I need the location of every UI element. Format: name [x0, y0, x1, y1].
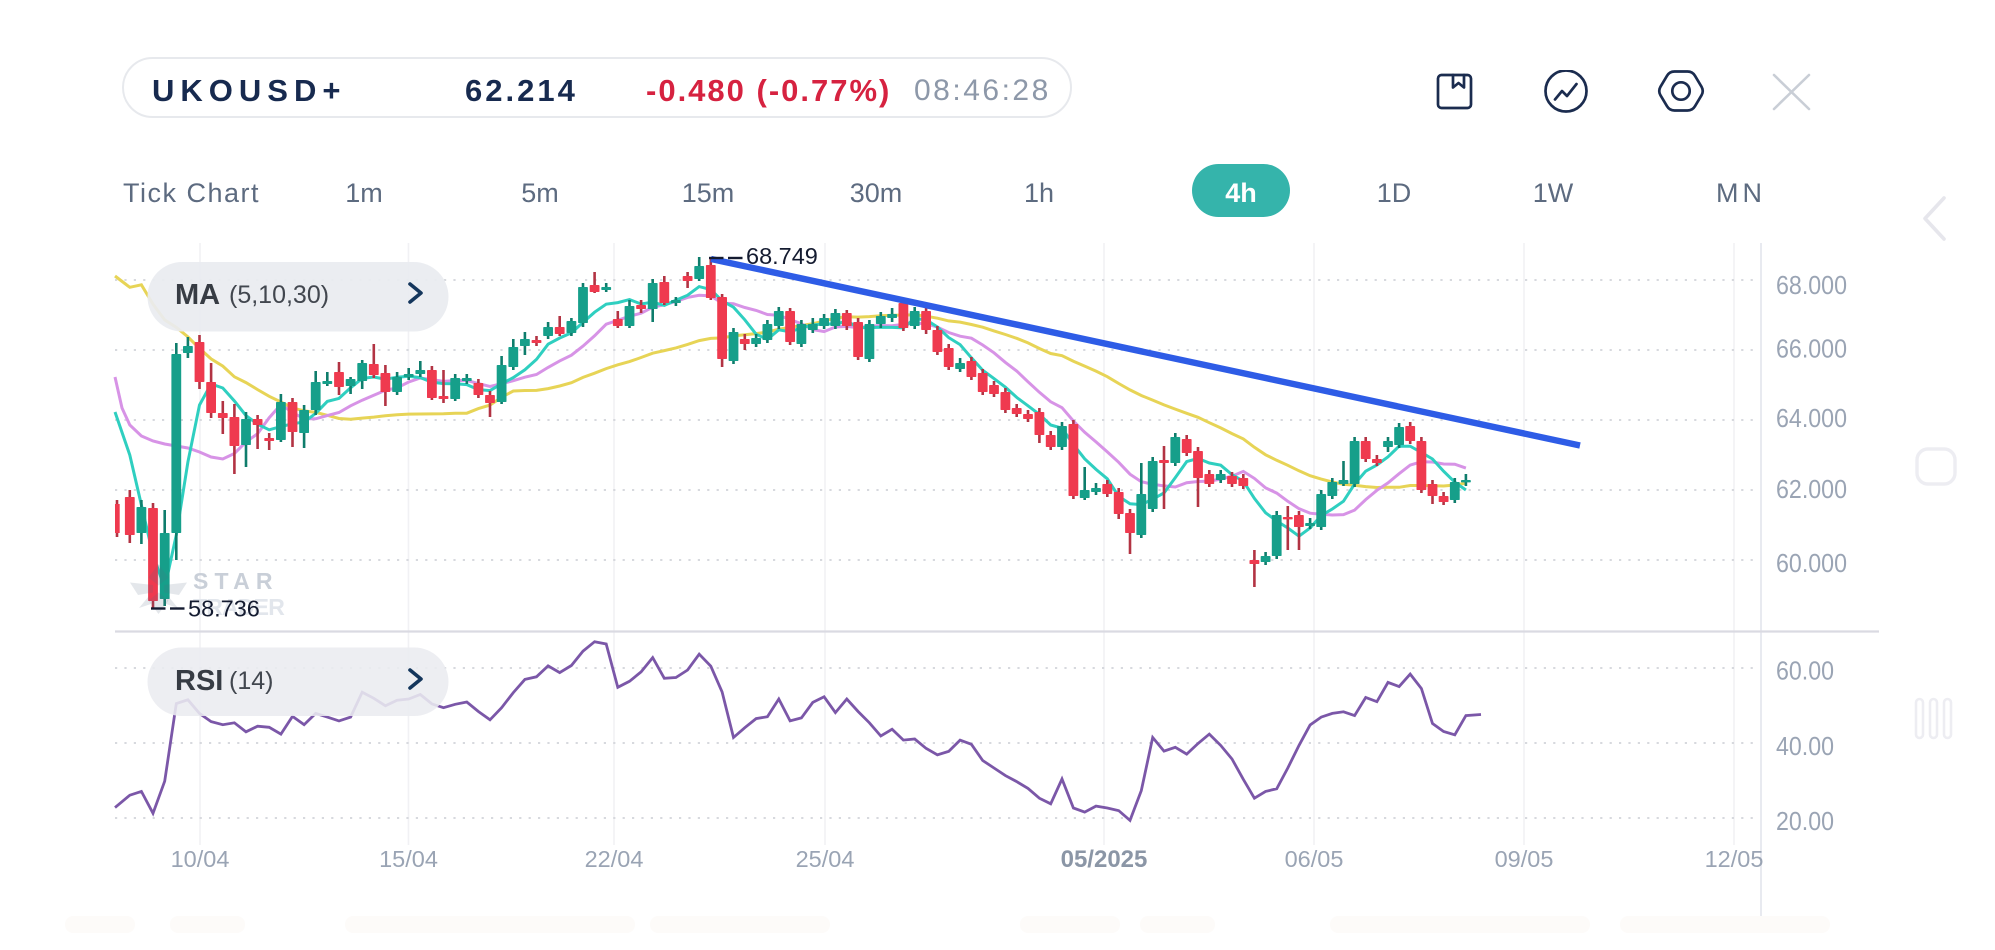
svg-text:25/04: 25/04	[796, 846, 855, 872]
svg-text:05/2025: 05/2025	[1061, 846, 1148, 873]
svg-text:12/05: 12/05	[1705, 846, 1764, 872]
svg-text:(5,10,30): (5,10,30)	[229, 281, 329, 309]
svg-text:40.00: 40.00	[1776, 731, 1834, 761]
svg-text:MA: MA	[175, 279, 220, 311]
svg-text:TRADER: TRADER	[193, 594, 285, 620]
svg-text:68.749: 68.749	[746, 243, 818, 269]
svg-text:62.000: 62.000	[1776, 474, 1847, 504]
svg-text:STAR: STAR	[193, 568, 279, 594]
svg-text:64.000: 64.000	[1776, 403, 1847, 433]
svg-text:06/05: 06/05	[1285, 846, 1344, 872]
svg-text:68.000: 68.000	[1776, 270, 1847, 300]
svg-text:58.736: 58.736	[188, 596, 260, 622]
svg-text:66.000: 66.000	[1776, 334, 1847, 364]
svg-text:60.00: 60.00	[1776, 656, 1834, 686]
svg-text:09/05: 09/05	[1495, 846, 1554, 872]
svg-text:15/04: 15/04	[379, 846, 438, 872]
svg-text:RSI: RSI	[175, 665, 223, 697]
svg-text:20.00: 20.00	[1776, 806, 1834, 836]
svg-text:22/04: 22/04	[585, 846, 644, 872]
svg-text:(14): (14)	[229, 667, 273, 695]
svg-text:60.000: 60.000	[1776, 548, 1847, 578]
svg-text:10/04: 10/04	[171, 846, 230, 872]
